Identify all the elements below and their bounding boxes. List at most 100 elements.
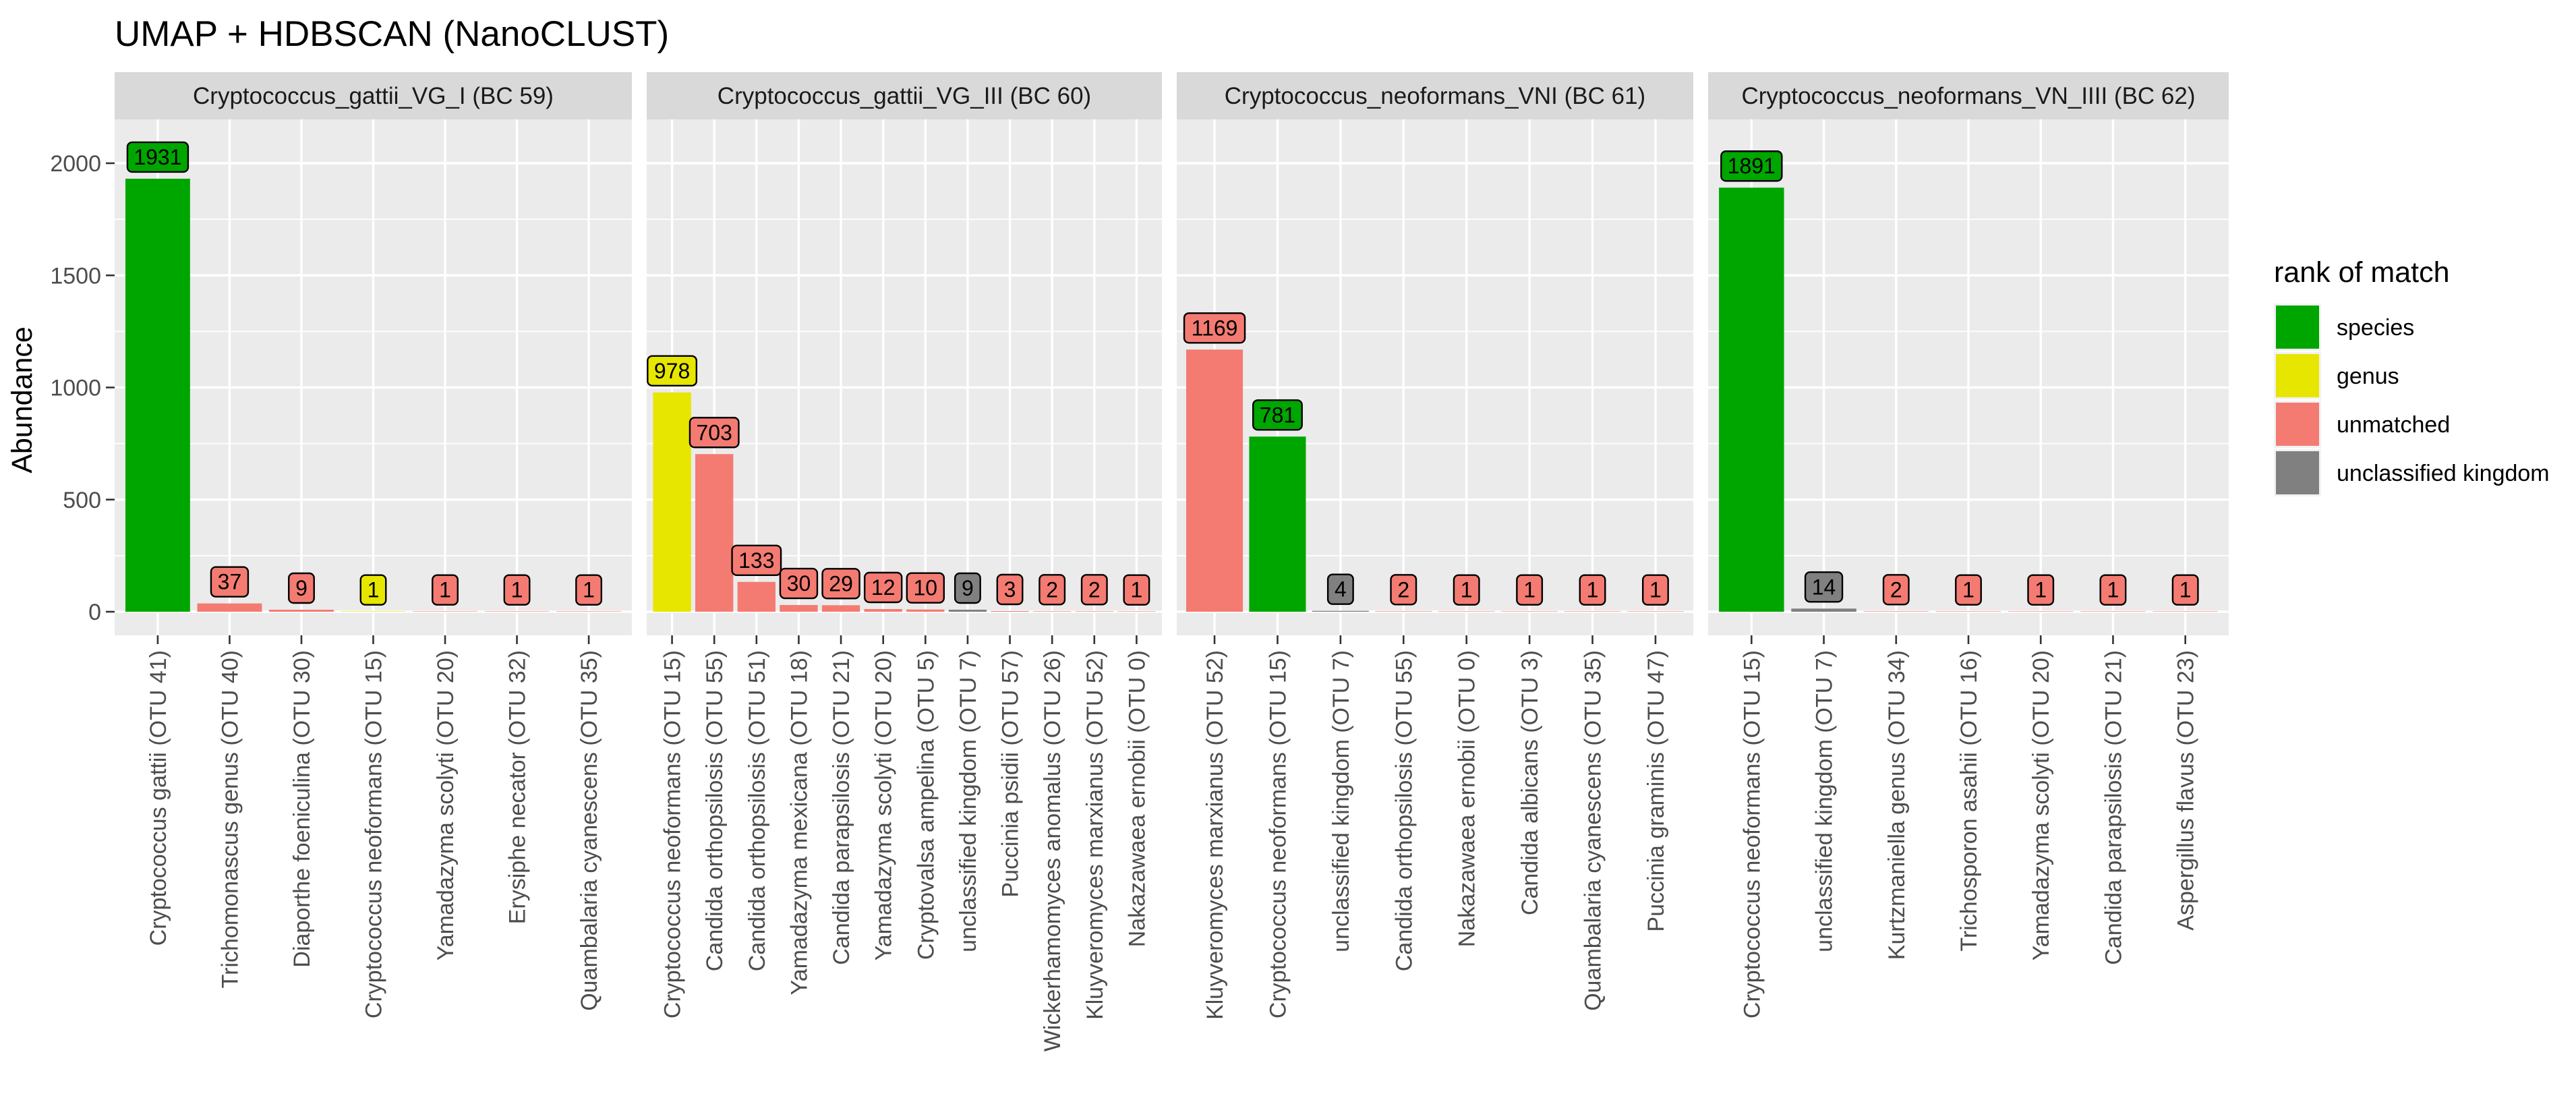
x-tick-label: Cryptovalsa ampelina (OTU 5) xyxy=(913,650,939,960)
data-label-box xyxy=(1453,574,1480,606)
data-label: 2 xyxy=(1088,577,1101,602)
y-tick-label: 2000 xyxy=(50,151,101,177)
bar-cryptococcus-neoformans-otu-15 xyxy=(653,392,691,612)
bar-yamadazyma-scolyti-otu-20 xyxy=(413,611,477,612)
bar-quambalaria-cyanescens-otu-35 xyxy=(556,611,622,612)
data-label-box xyxy=(821,568,860,600)
bar-yamadazyma-scolyti-otu-20 xyxy=(2008,611,2074,612)
data-label: 1 xyxy=(2179,578,2192,602)
y-tick-label: 1000 xyxy=(50,376,101,401)
x-tick-label: Trichomonascus genus (OTU 40) xyxy=(217,650,243,988)
data-label: 1 xyxy=(1461,578,1473,602)
x-tick-label: Kluyveromyces marxianus (OTU 52) xyxy=(1082,650,1108,1020)
data-label-box xyxy=(2027,574,2055,606)
data-label-box xyxy=(2171,574,2199,606)
x-tick-label: Quambalaria cyanescens (OTU 35) xyxy=(1581,650,1606,1011)
bar-erysiphe-necator-otu-32 xyxy=(484,611,550,612)
x-tick-label: Yamadazyma mexicana (OTU 18) xyxy=(786,650,812,995)
x-tick-label: Candida orthopsilosis (OTU 55) xyxy=(702,650,728,971)
data-label-box xyxy=(2099,574,2127,606)
x-tick-label: Candida orthopsilosis (OTU 55) xyxy=(1391,650,1417,971)
data-label: 2 xyxy=(1890,577,1902,602)
data-label: 9 xyxy=(295,576,308,600)
data-label-box xyxy=(647,355,698,387)
data-label: 1 xyxy=(1587,578,1599,602)
data-label: 2 xyxy=(1046,577,1058,602)
data-label-box xyxy=(1123,574,1150,606)
legend-title: rank of match xyxy=(2274,256,2450,289)
data-label-box xyxy=(996,573,1024,606)
facet-strip-label: Cryptococcus_gattii_VG_III (BC 60) xyxy=(718,83,1091,109)
y-tick-label: 500 xyxy=(63,488,101,513)
data-label-box xyxy=(906,572,945,604)
x-tick-label: Erysiphe necator (OTU 32) xyxy=(505,650,531,924)
x-tick-label: Candida albicans (OTU 3) xyxy=(1517,650,1543,915)
y-tick-label: 0 xyxy=(88,600,101,625)
data-label: 978 xyxy=(654,359,690,383)
data-label: 3 xyxy=(1004,577,1016,602)
x-tick-label: Cryptococcus gattii (OTU 41) xyxy=(146,650,171,946)
data-label-box xyxy=(1955,574,1982,606)
data-label-box xyxy=(1882,574,1910,606)
bar-kurtzmaniella-genus-otu-34 xyxy=(1863,611,1929,612)
chart-title: UMAP + HDBSCAN (NanoCLUST) xyxy=(115,14,669,54)
facet-panel-2: Cryptococcus_gattii_VG_III (BC 60) 978 703… xyxy=(647,72,1162,1051)
bar-yamadazyma-scolyti-otu-20 xyxy=(864,609,902,612)
bar-candida-albicans-otu-3 xyxy=(1501,611,1558,612)
data-label-box xyxy=(1642,574,1669,606)
data-label: 1 xyxy=(2107,578,2119,602)
x-tick-label: Trichosporon asahii (OTU 16) xyxy=(1956,650,1982,952)
x-tick-label: Candida parapsilosis (OTU 21) xyxy=(829,650,854,965)
facet-panel-3: Cryptococcus_neoformans_VNI (BC 61) 1169 7… xyxy=(1177,72,1693,1020)
x-tick-label: Nakazawaea ernobii (OTU 0) xyxy=(1455,650,1480,947)
legend-swatch-genus xyxy=(2276,354,2319,397)
y-tick-label: 1500 xyxy=(50,263,101,289)
data-label: 781 xyxy=(1260,403,1295,427)
x-tick-label: Cryptococcus neoformans (OTU 15) xyxy=(361,650,387,1018)
legend-swatch-species xyxy=(2276,306,2319,349)
data-label-box xyxy=(1038,574,1066,606)
data-label-box xyxy=(359,574,387,606)
facet-strip-label: Cryptococcus_gattii_VG_I (BC 59) xyxy=(193,83,554,109)
bar-unclassified-kingdom-otu-7 xyxy=(1791,608,1856,612)
data-label-box xyxy=(575,574,603,606)
x-tick-label: Candida parapsilosis (OTU 21) xyxy=(2101,650,2126,965)
bar-puccinia-psidii-otu-57 xyxy=(991,611,1029,612)
data-label-box xyxy=(288,572,315,604)
data-label: 29 xyxy=(829,571,853,596)
bar-kluyveromyces-marxianus-otu-52 xyxy=(1075,611,1113,612)
data-label-box xyxy=(1326,573,1354,605)
x-tick-label: Puccinia graminis (OTU 47) xyxy=(1643,650,1669,932)
data-label: 1 xyxy=(439,578,451,602)
bar-cryptococcus-gattii-otu-41 xyxy=(125,178,190,612)
facet-strip-label: Cryptococcus_neoformans_VNI (BC 61) xyxy=(1225,83,1645,109)
x-tick-label: Cryptococcus neoformans (OTU 15) xyxy=(1739,650,1765,1018)
data-label: 9 xyxy=(962,576,974,600)
data-label: 12 xyxy=(871,575,896,600)
bar-candida-parapsilosis-otu-21 xyxy=(2080,611,2146,612)
x-tick-label: Candida orthopsilosis (OTU 51) xyxy=(744,650,770,971)
bar-aspergillus-flavus-otu-23 xyxy=(2153,611,2218,612)
data-label: 1891 xyxy=(1728,154,1776,178)
bar-nakazawaea-ernobii-otu-0 xyxy=(1438,611,1495,612)
data-label-box xyxy=(1252,399,1303,431)
x-tick-label: Diaporthe foeniculina (OTU 30) xyxy=(289,650,315,968)
data-label: 703 xyxy=(697,420,732,444)
data-label: 1931 xyxy=(134,145,181,169)
bar-candida-orthopsilosis-otu-55 xyxy=(695,454,734,612)
x-tick-label: Quambalaria cyanescens (OTU 35) xyxy=(577,650,602,1011)
data-label-box xyxy=(863,571,903,604)
data-label: 2 xyxy=(1397,577,1409,602)
bar-cryptovalsa-ampelina-otu-5 xyxy=(906,609,945,612)
x-tick-label: Yamadazyma scolyti (OTU 20) xyxy=(2028,650,2054,960)
bar-wickerhamomyces-anomalus-otu-26 xyxy=(1033,611,1072,612)
legend-swatch-unmatched xyxy=(2276,403,2319,446)
x-tick-label: Yamadazyma scolyti (OTU 20) xyxy=(433,650,459,960)
x-tick-label: unclassified kingdom (OTU 7) xyxy=(1812,650,1838,952)
facet-strip xyxy=(647,72,1162,119)
data-label: 133 xyxy=(738,548,774,573)
x-tick-label: Yamadazyma scolyti (OTU 20) xyxy=(871,650,897,960)
bar-candida-orthopsilosis-otu-55 xyxy=(1375,611,1432,612)
